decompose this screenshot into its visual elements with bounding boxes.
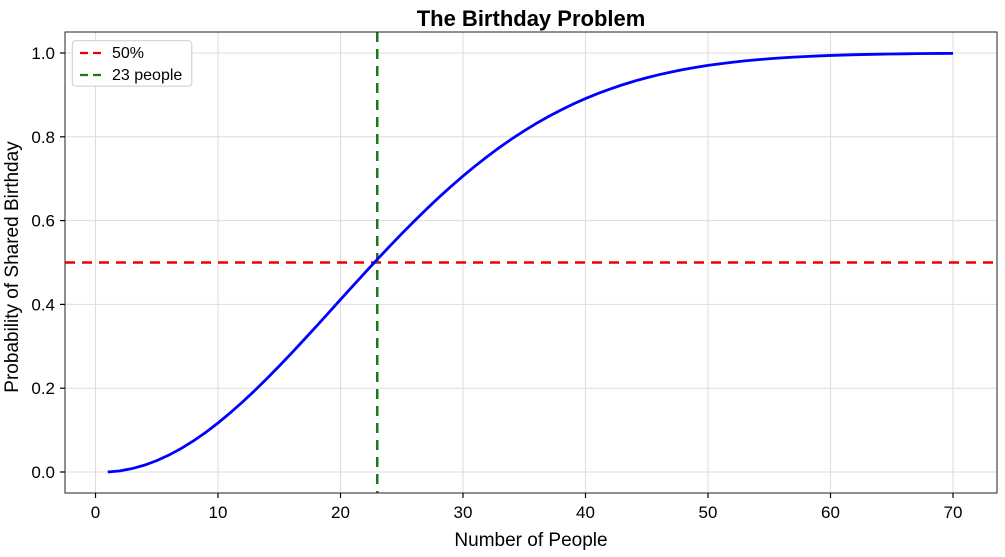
svg-text:30: 30 bbox=[454, 503, 473, 522]
svg-text:70: 70 bbox=[944, 503, 963, 522]
svg-text:0.4: 0.4 bbox=[31, 295, 55, 314]
svg-text:50: 50 bbox=[699, 503, 718, 522]
svg-text:0.0: 0.0 bbox=[31, 463, 55, 482]
svg-text:0.6: 0.6 bbox=[31, 212, 55, 231]
svg-text:40: 40 bbox=[576, 503, 595, 522]
svg-text:50%: 50% bbox=[112, 45, 144, 62]
svg-text:60: 60 bbox=[821, 503, 840, 522]
svg-text:23 people: 23 people bbox=[112, 67, 182, 84]
svg-text:10: 10 bbox=[209, 503, 228, 522]
svg-text:1.0: 1.0 bbox=[31, 44, 55, 63]
svg-text:Probability of Shared Birthday: Probability of Shared Birthday bbox=[2, 141, 23, 393]
svg-text:Number of People: Number of People bbox=[454, 530, 607, 551]
svg-text:0: 0 bbox=[91, 503, 100, 522]
svg-text:20: 20 bbox=[331, 503, 350, 522]
svg-text:0.8: 0.8 bbox=[31, 128, 55, 147]
svg-text:0.2: 0.2 bbox=[31, 379, 55, 398]
